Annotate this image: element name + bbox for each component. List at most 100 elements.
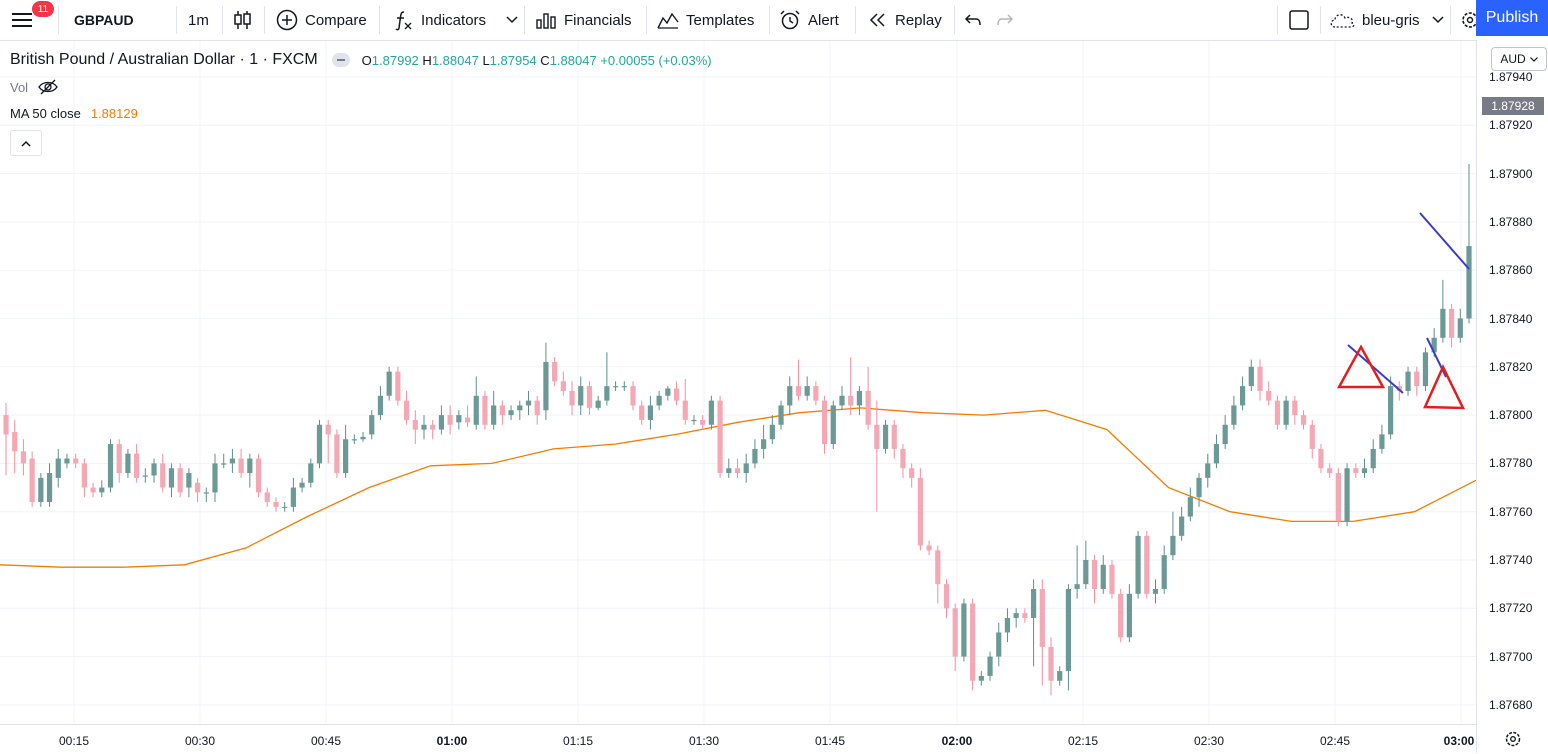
ma-legend[interactable]: MA 50 close 1.88129 bbox=[10, 106, 138, 121]
candle-body bbox=[1353, 468, 1359, 474]
price-axis[interactable]: AUD 1.87940 1.87920 1.87900 1.87880 1.87860 1… bbox=[1476, 40, 1548, 725]
candle-body bbox=[1466, 246, 1472, 319]
candle-down bbox=[700, 415, 706, 430]
candle-body bbox=[700, 419, 706, 425]
candle-body bbox=[726, 468, 732, 474]
candle-body bbox=[1335, 473, 1341, 522]
chevron-down-icon bbox=[1529, 56, 1538, 62]
candle-up bbox=[839, 386, 845, 411]
candle-up bbox=[787, 376, 793, 416]
interval-button[interactable]: 1m bbox=[188, 11, 209, 29]
alert-button[interactable]: Alert bbox=[779, 0, 839, 40]
fullscreen-button[interactable] bbox=[1289, 0, 1309, 40]
current-price-label: 1.87928 bbox=[1482, 96, 1544, 115]
candle-up bbox=[1004, 608, 1011, 643]
currency-selector[interactable]: AUD bbox=[1491, 47, 1547, 71]
symbol-search-button[interactable]: GBPAUD bbox=[74, 12, 134, 28]
eye-hidden-icon[interactable] bbox=[38, 79, 58, 95]
candle-up bbox=[46, 463, 53, 507]
toolbar-divider bbox=[646, 6, 647, 34]
settings-button[interactable] bbox=[1460, 0, 1476, 40]
price-tick-label: 1.87760 bbox=[1489, 504, 1533, 519]
layout-selector[interactable]: bleu-gris bbox=[1328, 0, 1444, 40]
candle-body bbox=[73, 458, 79, 464]
candle-up bbox=[290, 477, 296, 512]
candle-body bbox=[987, 656, 993, 676]
candle-up bbox=[343, 424, 349, 478]
candle-up bbox=[247, 453, 253, 488]
price-tick-label: 1.87720 bbox=[1489, 601, 1533, 616]
candle-body bbox=[1405, 371, 1411, 391]
candle-up bbox=[726, 458, 732, 478]
candle-body bbox=[926, 545, 932, 551]
candle-body bbox=[282, 506, 288, 509]
price-chart[interactable] bbox=[0, 41, 1476, 724]
drawings-layer bbox=[1336, 212, 1470, 410]
price-tick-label: 1.87780 bbox=[1489, 456, 1533, 471]
candle-up bbox=[456, 410, 462, 430]
toolbar-divider bbox=[954, 6, 955, 34]
candle-up bbox=[168, 463, 175, 498]
menu-button[interactable] bbox=[12, 0, 34, 40]
candle-body bbox=[543, 361, 549, 411]
candle-body bbox=[1388, 386, 1394, 435]
candle-up bbox=[961, 598, 967, 662]
candle-up bbox=[647, 395, 654, 430]
candle-body bbox=[865, 390, 871, 425]
candle-body bbox=[821, 400, 828, 445]
top-toolbar: 11 GBPAUD 1m Compare Indicators Financia… bbox=[0, 0, 1476, 41]
candle-down bbox=[891, 419, 897, 459]
candle-body bbox=[517, 405, 523, 411]
candle-up bbox=[1135, 531, 1141, 599]
candle-up bbox=[142, 468, 148, 483]
toolbar-divider bbox=[855, 6, 856, 34]
indicators-label: Indicators bbox=[421, 11, 487, 29]
candle-body bbox=[787, 386, 793, 406]
candle-body bbox=[1030, 588, 1037, 618]
candle-body bbox=[1266, 390, 1272, 401]
volume-legend[interactable]: Vol bbox=[10, 79, 58, 95]
candle-up bbox=[351, 434, 357, 445]
redo-icon bbox=[997, 14, 1014, 26]
chart-type-button[interactable] bbox=[232, 0, 252, 40]
redo-button[interactable] bbox=[996, 0, 1014, 40]
candle-down bbox=[12, 419, 18, 474]
candle-body bbox=[1274, 400, 1281, 425]
financials-button[interactable]: Financials bbox=[535, 0, 632, 40]
templates-button[interactable]: Templates bbox=[657, 0, 754, 40]
replay-button[interactable]: Replay bbox=[868, 0, 942, 40]
candle-down bbox=[1144, 531, 1150, 599]
candle-body bbox=[1327, 468, 1333, 474]
candle-body bbox=[1448, 308, 1455, 338]
triangle-drawing bbox=[1423, 364, 1466, 410]
time-axis[interactable]: 00:15 00:30 00:45 01:00 01:15 01:30 01:45 02:00… bbox=[0, 724, 1476, 754]
indicators-button[interactable]: Indicators bbox=[392, 0, 486, 40]
candle-body bbox=[482, 395, 488, 425]
square-icon bbox=[1289, 10, 1309, 30]
candle-body bbox=[1004, 617, 1011, 633]
candle-body bbox=[1100, 564, 1106, 589]
candle-body bbox=[299, 482, 305, 488]
candle-up bbox=[1370, 439, 1376, 474]
candle-body bbox=[247, 458, 253, 474]
candle-body bbox=[151, 463, 157, 476]
candle-up bbox=[691, 415, 697, 425]
undo-button[interactable] bbox=[964, 0, 982, 40]
time-tick-label: 01:00 bbox=[436, 734, 468, 748]
axis-settings-button[interactable] bbox=[1476, 725, 1548, 753]
chart-grid bbox=[0, 41, 1476, 724]
collapse-legend-button[interactable] bbox=[10, 130, 42, 156]
candle-body bbox=[743, 463, 749, 474]
symbol-title[interactable]: British Pound / Australian Dollar · 1 · … bbox=[10, 51, 318, 68]
publish-button[interactable]: Publish bbox=[1476, 0, 1548, 36]
candle-down bbox=[134, 444, 140, 483]
candle-body bbox=[569, 390, 575, 406]
candle-down bbox=[1257, 359, 1263, 401]
candle-up bbox=[543, 342, 549, 420]
candle-up bbox=[1361, 458, 1368, 478]
compare-button[interactable]: Compare bbox=[276, 0, 367, 40]
chevron-down-icon bbox=[1432, 16, 1444, 24]
candle-body bbox=[682, 400, 688, 420]
indicators-dropdown-button[interactable] bbox=[506, 0, 518, 40]
candle-up bbox=[856, 386, 863, 416]
